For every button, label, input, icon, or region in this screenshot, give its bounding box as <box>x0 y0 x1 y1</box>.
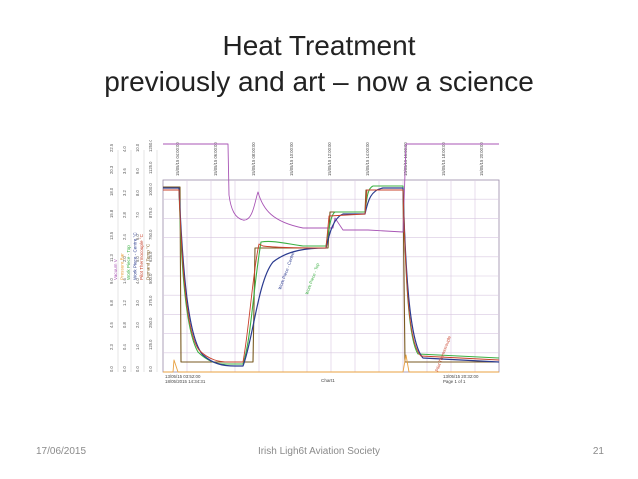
axis-tick-label: 250.0 <box>148 317 153 328</box>
axis-tick-label: 0.0 <box>135 366 140 372</box>
title-line-2: previously and art – now a science <box>104 66 534 97</box>
axis-tick-label: 3.2 <box>122 190 127 196</box>
bottom-left-timestamp: 13/05/15 03:52:00 <box>165 374 201 379</box>
header-timestamp: 15/05/15 08:00:00 <box>251 142 256 176</box>
print-timestamp: 18/05/2015 14:34:31 <box>165 379 206 384</box>
axis-tick-label: 15.8 <box>109 209 114 218</box>
axis-tick-label: 2.8 <box>122 212 127 218</box>
axis-tick-label: 4.5 <box>109 322 114 328</box>
axis-tick-label: 500.0 <box>148 273 153 284</box>
pilot-thermocouple-trace <box>163 189 500 363</box>
axis-tick-label: 0.0 <box>122 366 127 372</box>
pressure-trace <box>163 354 499 373</box>
axis-tick-label: 0.4 <box>122 344 127 350</box>
header-timestamp: 15/05/15 14:00:00 <box>365 142 370 176</box>
axis-tick-label: 10.0 <box>135 143 140 152</box>
legend-entry: Work Piece - Top <box>126 245 131 280</box>
axis-tick-label: 4.0 <box>135 278 140 284</box>
axis-tick-label: 9.0 <box>135 168 140 174</box>
axis-tick-label: 2.0 <box>135 322 140 328</box>
axis-tick-label: 13.5 <box>109 231 114 240</box>
axis-tick-label: 20.3 <box>109 165 114 174</box>
axis-tick-label: 2.3 <box>109 344 114 350</box>
axis-tick-label: 9.0 <box>109 278 114 284</box>
header-timestamp: 15/05/15 10:00:00 <box>289 142 294 176</box>
axis-tick-label: 625.0 <box>148 251 153 262</box>
axis-tick-label: 750.0 <box>148 229 153 240</box>
vacuum-trace <box>163 143 499 233</box>
header-timestamp: 15/05/15 18:00:00 <box>441 142 446 176</box>
chart-curves <box>163 143 500 373</box>
legend-entry: Work Piece - Centre °C <box>133 232 138 280</box>
chart-name: Chart1 <box>321 378 335 383</box>
page-indicator: Page 1 of 1 <box>443 379 466 384</box>
legend-entry: Demand Temp °C <box>146 243 151 280</box>
header-timestamp: 15/05/15 20:00:00 <box>479 142 484 176</box>
axis-tick-label: 0.0 <box>148 366 153 372</box>
bottom-right-timestamp: 13/05/15 20:32:00 <box>443 374 479 379</box>
footer-date: 17/06/2015 <box>36 446 87 457</box>
axis-tick-label: 22.5 <box>109 143 114 152</box>
header-timestamp: 15/05/15 04:00:00 <box>175 142 180 176</box>
footer-organisation: Irish Ligh6t Aviation Society <box>257 446 381 457</box>
legend-entry: Pressure Bar <box>120 253 125 280</box>
axis-tick-label: 1.6 <box>122 278 127 284</box>
title-line-1: Heat Treatment <box>222 30 416 61</box>
header-timestamp: 15/05/15 06:00:00 <box>213 142 218 176</box>
axis-tick-label: 3.6 <box>122 168 127 174</box>
axis-tick-label: 1250.0 <box>148 140 153 152</box>
axis-tick-label: 4.0 <box>122 146 127 152</box>
axis-tick-label: 7.0 <box>135 212 140 218</box>
left-axis-panel: 0.0 2.3 4.5 6.8 9.0 11.3 13.5 15.8 18.0 20.3 22.5 0… <box>109 140 158 372</box>
footer-page-number: 21 <box>592 446 604 457</box>
axis-tick-label: 11.3 <box>109 253 114 262</box>
axis-tick-label: 6.8 <box>109 300 114 306</box>
axis-tick-label: 2.0 <box>122 256 127 262</box>
axis-tick-label: 1000.0 <box>148 183 153 196</box>
axis-tick-label: 1.2 <box>122 300 127 306</box>
header-timestamp: 15/05/15 12:00:00 <box>327 142 332 176</box>
axis-tick-label: 18.0 <box>109 187 114 196</box>
axis-tick-label: 1.0 <box>135 344 140 350</box>
heat-treatment-chart: 0.0 2.3 4.5 6.8 9.0 11.3 13.5 15.8 18.0 20.3 22.5 0… <box>103 140 503 385</box>
chart-background <box>103 140 503 385</box>
slide-title: Heat Treatment previously and art – now … <box>0 28 638 100</box>
axis-tick-label: 2.4 <box>122 234 127 240</box>
axis-tick-label: 5.0 <box>135 256 140 262</box>
axis-tick-label: 875.0 <box>148 207 153 218</box>
legend-entry: Vacuum V <box>113 258 118 280</box>
axis-tick-label: 3.0 <box>135 300 140 306</box>
axis-tick-label: 375.0 <box>148 295 153 306</box>
axis-tick-label: 125.0 <box>148 339 153 350</box>
axis-tick-label: 6.0 <box>135 234 140 240</box>
axis-tick-label: 0.8 <box>122 322 127 328</box>
axis-tick-label: 0.0 <box>109 366 114 372</box>
axis-tick-label: 8.0 <box>135 190 140 196</box>
legend-entry: Pilot Thermocouple °C <box>139 233 144 280</box>
chart-legend: Vacuum V Pressure Bar Work Piece - Top Work… <box>113 232 151 280</box>
axis-tick-label: 1125.0 <box>148 161 153 174</box>
